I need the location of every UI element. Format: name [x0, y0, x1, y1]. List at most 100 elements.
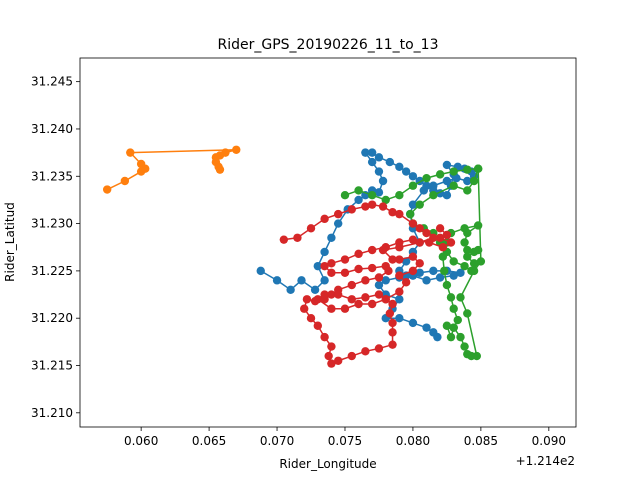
- series-4-point-42: [306, 313, 316, 323]
- series-3-point-4: [381, 195, 390, 205]
- series-3-point-40: [446, 293, 456, 302]
- series-1-point-56: [435, 273, 445, 282]
- series-4-point-59: [354, 299, 363, 309]
- series-1-point-17: [374, 167, 384, 176]
- series-4-point-72: [408, 266, 418, 276]
- series-1-point-70: [433, 332, 442, 342]
- x-tick-label: 0.060: [124, 434, 158, 448]
- series-3-point-31: [460, 238, 469, 247]
- series-4-point-53: [388, 328, 397, 337]
- series-3-point-56: [473, 164, 483, 173]
- series-3-point-23: [449, 257, 458, 266]
- series-3-point-39: [442, 280, 452, 290]
- series-3-point-42: [453, 315, 462, 325]
- series-3-point-14: [449, 181, 458, 190]
- series-4-point-22: [367, 245, 377, 255]
- series-4-point-61: [327, 304, 336, 313]
- series-4-point-65: [347, 295, 356, 304]
- series-3-point-1: [340, 190, 350, 200]
- series-1-point-19: [361, 148, 370, 157]
- series-3-point-16: [415, 200, 424, 209]
- series-3-point-55: [476, 257, 486, 266]
- series-4-point-66: [361, 293, 370, 302]
- series-1-point-2: [272, 276, 282, 285]
- series-1-point-21: [374, 153, 384, 162]
- series-4-point-40: [302, 295, 312, 304]
- series-1-point-10: [333, 219, 343, 228]
- series-4-point-82: [435, 224, 445, 233]
- series-1-point-25: [408, 172, 418, 181]
- series-1-point-18: [367, 157, 377, 167]
- series-1-point-7: [313, 261, 323, 271]
- series-3-point-3: [367, 190, 377, 200]
- series-4-point-75: [395, 255, 404, 264]
- series-3-point-26: [469, 259, 479, 268]
- series-4-point-62: [313, 295, 323, 304]
- series-1-point-41: [429, 181, 438, 190]
- series-3-point-38: [439, 266, 449, 276]
- y-tick-label: 31.215: [31, 359, 73, 373]
- series-4-point-71: [395, 271, 404, 280]
- series-4-point-8: [367, 200, 377, 209]
- series-4-point-28: [340, 268, 350, 277]
- series-4-point-46: [324, 351, 333, 361]
- series-4-point-15: [435, 233, 445, 242]
- series-4-point-74: [408, 252, 418, 261]
- series-4-point-58: [367, 299, 377, 309]
- series-4-point-73: [415, 259, 424, 268]
- series-2-point-13: [215, 165, 225, 174]
- series-4-point-9: [378, 202, 388, 211]
- y-tick-label: 31.245: [31, 75, 73, 89]
- series-4-point-51: [374, 344, 384, 353]
- series-3-point-15: [429, 190, 438, 200]
- series-4-point-29: [354, 264, 363, 274]
- series-1-point-23: [395, 162, 404, 172]
- series-1-point-48: [401, 257, 411, 266]
- series-2-point-1: [102, 185, 112, 194]
- series-4-point-25: [327, 259, 336, 268]
- series-1-point-3: [286, 285, 295, 295]
- series-1-point-66: [395, 313, 404, 323]
- series-3-point-5: [395, 190, 404, 200]
- series-3-point-37: [438, 252, 448, 261]
- y-tick-label: 31.230: [31, 217, 73, 231]
- series-1-point-51: [415, 268, 424, 277]
- series-4-point-37: [327, 290, 336, 299]
- series-4-point-52: [388, 340, 397, 349]
- series-1-point-22: [385, 157, 395, 167]
- series-1-point-60: [381, 276, 390, 285]
- series-4-point-19: [408, 235, 418, 244]
- series-4-point-54: [388, 318, 397, 328]
- series-4-point-5: [333, 209, 343, 219]
- series-3-point-24: [460, 261, 469, 271]
- series-1-point-63: [395, 295, 404, 304]
- series-3-point-2: [354, 186, 363, 195]
- series-1-point-4: [297, 276, 306, 285]
- series-1-point-42: [419, 186, 428, 195]
- series-1-point-67: [408, 318, 418, 328]
- series-4-point-2: [293, 233, 302, 242]
- series-4-point-30: [367, 263, 377, 273]
- series-3-point-12: [469, 176, 479, 186]
- series-4-point-35: [347, 280, 356, 290]
- series-4-point-7: [361, 202, 370, 211]
- series-4-point-79: [415, 238, 424, 247]
- series-4-point-48: [333, 356, 343, 365]
- series-1-point-30: [442, 190, 452, 200]
- series-1-point-52: [429, 266, 438, 276]
- series-4-point-45: [327, 342, 336, 351]
- series-3-point-33: [473, 221, 483, 230]
- y-axis: 31.210 31.215 31.220 31.225 31.230 31.235 31.2…: [31, 75, 80, 420]
- series-4-point-64: [333, 290, 343, 299]
- series-4-point-10: [388, 208, 397, 217]
- series-4-point-80: [429, 233, 438, 242]
- series-4-point-68: [381, 295, 390, 304]
- series-1-point-43: [408, 200, 418, 209]
- series-1-point-24: [401, 167, 411, 176]
- series-1-point-55: [449, 271, 458, 280]
- x-tick-label: 0.075: [328, 434, 362, 448]
- series-4-point-12: [408, 219, 418, 228]
- series-3-point-47: [456, 332, 465, 342]
- series-2: [102, 145, 241, 194]
